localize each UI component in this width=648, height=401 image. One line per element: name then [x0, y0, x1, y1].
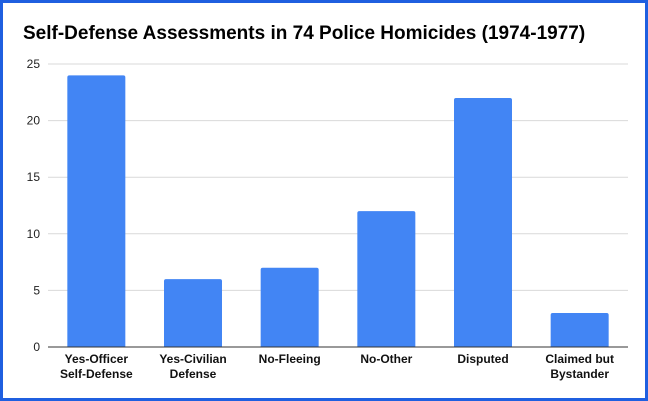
y-tick-label: 15: [27, 170, 41, 184]
y-tick-label: 20: [27, 114, 41, 128]
chart-title: Self-Defense Assessments in 74 Police Ho…: [23, 23, 586, 44]
bar: [260, 267, 319, 347]
x-axis: Yes-Officer Self-Defense Yes-Civilian Defen…: [48, 346, 628, 381]
x-tick-label: Yes-Civilian Defense: [159, 352, 226, 381]
y-axis: 0 5 10 15 20 25: [27, 57, 41, 354]
x-tick-label: Disputed: [457, 352, 508, 366]
bar: [67, 75, 126, 347]
bar: [550, 313, 609, 347]
y-tick-label: 25: [27, 57, 41, 71]
gridlines: [48, 63, 628, 291]
x-tick-label: No-Other: [360, 352, 412, 366]
x-tick-label: Claimed but Bystander: [545, 352, 614, 381]
bar: [454, 97, 512, 348]
x-tick-label: Yes-Officer Self-Defense: [60, 352, 133, 381]
bar: [164, 279, 222, 347]
y-tick-label: 0: [33, 340, 40, 354]
bars: [67, 75, 609, 348]
bar: [357, 211, 416, 347]
x-tick-label: No-Fleeing: [259, 352, 321, 366]
y-tick-label: 10: [27, 227, 41, 241]
y-tick-label: 5: [33, 283, 40, 297]
